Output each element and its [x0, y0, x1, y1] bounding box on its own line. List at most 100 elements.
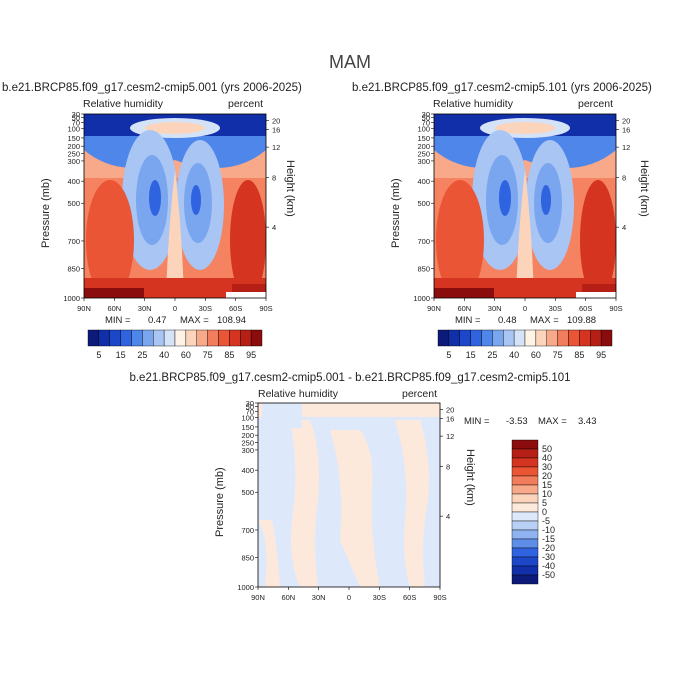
panel2-x-tick-label: 90S — [609, 304, 622, 313]
panel3-colorbar-box — [511, 484, 539, 495]
panel3-colorbar-label: 50 — [542, 444, 552, 454]
panel3-y-right-tick-label: 12 — [446, 432, 454, 441]
panel1-colorbar-box — [196, 329, 208, 347]
panel2-units-label: percent — [578, 98, 614, 110]
panel1-colorbar-label: 95 — [246, 350, 256, 360]
panel3-y-axis-right-label: Height (km) — [464, 449, 476, 506]
panel3-colorbar-label: 20 — [542, 471, 552, 481]
panel2-colorbar-label: 15 — [466, 350, 476, 360]
panel2-y-tick-label: 1000 — [413, 294, 430, 303]
panel3-colorbar-label: 0 — [542, 507, 547, 517]
panel1-colorbar-label: 75 — [203, 350, 213, 360]
panel3-colorbar-label: 5 — [542, 498, 547, 508]
panel1-y-tick-label: 850 — [67, 265, 80, 274]
panel3-y-tick-label: 500 — [241, 488, 254, 497]
panel3-colorbar-box — [511, 502, 539, 513]
panel3-max-value: 3.43 — [578, 416, 597, 427]
panel3-colorbar-label: -30 — [542, 552, 555, 562]
panel1-title: b.e21.BRCP85.f09_g17.cesm2-cmip5.001 (yr… — [2, 82, 302, 94]
panel2-y-tick-label: 700 — [417, 237, 430, 246]
panel2-y-right-tick-label: 16 — [622, 126, 630, 135]
panel2-y-tick-label: 150 — [417, 134, 430, 143]
panel2-colorbar-box — [437, 329, 450, 347]
panel2-y-right-tick-label: 20 — [622, 116, 630, 125]
page-title: MAM — [329, 52, 371, 72]
panel3-colorbar-box — [511, 475, 539, 486]
panel3-y-tick-label: 250 — [241, 439, 254, 448]
panel3-colorbar-box — [511, 529, 539, 540]
panel2-frame — [433, 113, 617, 299]
panel3-y-tick-label: 150 — [241, 423, 254, 432]
panel3-colorbar-box — [511, 574, 539, 585]
panel1-x-tick-label: 30S — [199, 304, 212, 313]
panel3-colorbar-box — [511, 538, 539, 549]
panel2-variable-label: Relative humidity — [433, 98, 513, 110]
panel2-y-tick-label: 500 — [417, 199, 430, 208]
panel3-y-tick-label: 200 — [241, 431, 254, 440]
panel1-y-tick-label: 400 — [67, 177, 80, 186]
panel3-min-value: -3.53 — [506, 416, 528, 427]
panel3-colorbar-box — [511, 565, 539, 576]
panel3-y-tick-label: 850 — [241, 554, 254, 563]
panel1-y-tick-label: 50 — [72, 114, 80, 123]
panel1-y-axis-label: Pressure (mb) — [40, 178, 52, 248]
panel3-colorbar-label: 30 — [542, 462, 552, 472]
panel1-y-tick-label: 30 — [72, 110, 80, 119]
panel1-colorbar-box — [218, 329, 230, 347]
panel3-min-label: MIN = — [464, 416, 490, 427]
panel2-x-tick-label: 90N — [427, 304, 441, 313]
panel1-variable-label: Relative humidity — [83, 98, 163, 110]
panel3-y-tick-label: 50 — [246, 403, 254, 412]
panel2-colorbar-box — [492, 329, 504, 347]
panel3-colorbar-label: -10 — [542, 525, 555, 535]
panel3-y-axis-label: Pressure (mb) — [214, 467, 226, 537]
panel1-colorbar-label: 40 — [159, 350, 169, 360]
panel3-y-tick-label: 70 — [246, 407, 254, 416]
panel1-y-right-tick-label: 8 — [272, 173, 276, 182]
panel2-contour-field — [434, 114, 616, 298]
panel2-colorbar-label: 95 — [596, 350, 606, 360]
panel3-max-label: MAX = — [538, 416, 567, 427]
panel2-min-label: MIN = — [455, 315, 481, 326]
panel2-min-value: 0.48 — [498, 315, 517, 326]
panel2-y-tick-label: 250 — [417, 150, 430, 159]
panel2-y-tick-label: 30 — [422, 110, 430, 119]
panel1-y-right-tick-label: 16 — [272, 126, 280, 135]
panel2-x-tick-label: 60S — [579, 304, 592, 313]
panel1-y-tick-label: 700 — [67, 237, 80, 246]
panel3-colorbar-box — [511, 547, 539, 558]
panel1-colorbar-box — [240, 329, 252, 347]
panel1-colorbar-label: 85 — [224, 350, 234, 360]
panel1-colorbar-label: 5 — [96, 350, 101, 360]
panel3-contour-field — [258, 403, 440, 587]
panel1-contour-field — [84, 114, 266, 298]
panel2-title: b.e21.BRCP85.f09_g17.cesm2-cmip5.101 (yr… — [352, 82, 652, 94]
panel2-colorbar-box — [546, 329, 558, 347]
panel1-y-right-tick-label: 12 — [272, 143, 280, 152]
panel1-colorbar-box — [120, 329, 132, 347]
panel3-x-tick-label: 30N — [312, 593, 326, 602]
panel2-y-right-tick-label: 4 — [622, 223, 626, 232]
panel1-colorbar-box — [229, 329, 241, 347]
panel2-colorbar-label: 5 — [446, 350, 451, 360]
panel1-units-label: percent — [228, 98, 264, 110]
panel3-x-tick-label: 90N — [251, 593, 265, 602]
panel2-colorbar-box — [579, 329, 591, 347]
panel2-colorbar-box — [590, 329, 602, 347]
panel2-y-tick-label: 100 — [417, 125, 430, 134]
panel3-y-right-tick-label: 20 — [446, 405, 454, 414]
panel2-y-tick-label: 850 — [417, 265, 430, 274]
panel1-min-value: 0.47 — [148, 315, 167, 326]
panel1-colorbar-box — [250, 329, 263, 347]
panel1-max-value: 108.94 — [217, 315, 247, 326]
panel3-colorbar-label: -5 — [542, 516, 550, 526]
panel3-colorbar-box — [511, 556, 539, 567]
panel2-colorbar-box — [448, 329, 460, 347]
panel2-y-axis-label: Pressure (mb) — [390, 178, 402, 248]
panel3-x-tick-label: 60S — [403, 593, 416, 602]
panel1-y-tick-label: 1000 — [63, 294, 80, 303]
panel2-y-tick-label: 50 — [422, 114, 430, 123]
panel3-colorbar-box — [511, 448, 539, 459]
panel1-y-tick-label: 300 — [67, 157, 80, 166]
